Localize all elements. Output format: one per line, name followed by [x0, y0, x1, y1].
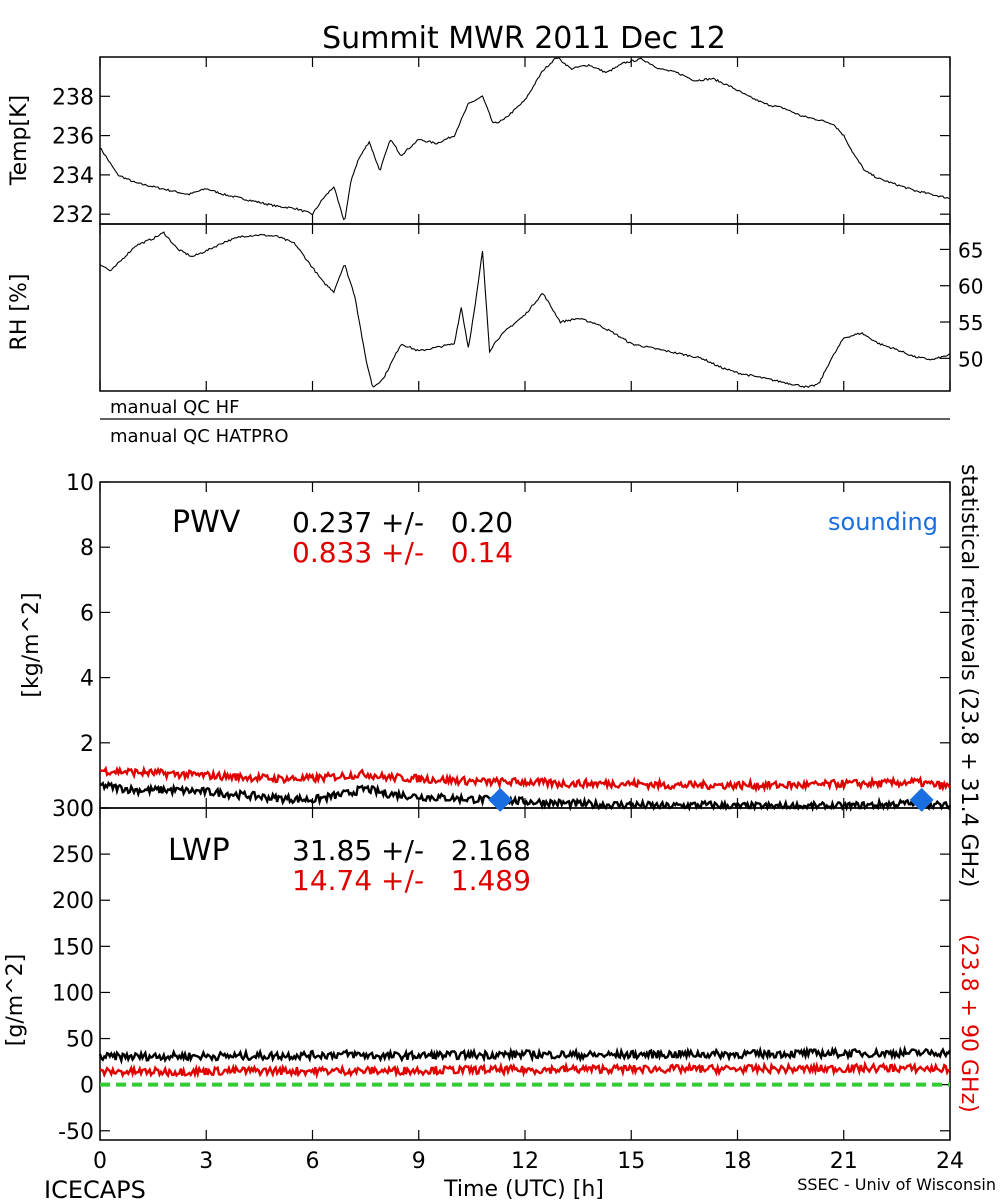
sounding-marker [909, 787, 934, 812]
y-tick-label: 60 [958, 275, 983, 299]
y-tick-label: 200 [52, 889, 94, 914]
red-series-line [99, 1060, 951, 1080]
right-label-black: statistical retrievals (23.8 + 31.4 GHz) [956, 464, 981, 887]
y-tick-label: 10 [66, 471, 94, 496]
temp-ylabel: Temp[K] [7, 95, 32, 186]
black-series-line [99, 780, 952, 813]
pwv-name: PWV [172, 505, 241, 540]
y-tick-label: 0 [80, 1074, 94, 1099]
qc-label-hf: manual QC HF [110, 397, 239, 418]
lwp-stat-black: 31.85 +/- 2.168 [292, 834, 531, 867]
chart-title: Summit MWR 2011 Dec 12 [322, 21, 726, 56]
y-tick-label: 50 [66, 1028, 94, 1053]
y-tick-label: 236 [52, 125, 94, 150]
x-tick-label: 9 [412, 1149, 426, 1174]
sounding-legend: sounding [828, 508, 938, 536]
lwp-ylabel: [g/m^2] [3, 954, 28, 1046]
red-series-line [99, 765, 952, 794]
rh-panel-frame [99, 223, 951, 392]
temp-panel-frame [99, 56, 951, 225]
y-tick-label: 0 [80, 797, 94, 822]
x-axis-label: Time (UTC) [h] [443, 1177, 604, 1200]
sounding-marker [488, 787, 513, 812]
x-tick-label: 6 [306, 1149, 320, 1174]
y-tick-label: 100 [52, 981, 94, 1006]
y-tick-label: 150 [52, 935, 94, 960]
x-tick-label: 3 [199, 1149, 213, 1174]
y-tick-label: 65 [958, 238, 983, 262]
x-tick-label: 15 [617, 1149, 645, 1174]
pwv-stat-black: 0.237 +/- 0.20 [292, 506, 513, 539]
rh-ylabel: RH [%] [7, 274, 32, 351]
x-tick-label: 24 [936, 1149, 964, 1174]
x-tick-label: 12 [511, 1149, 539, 1174]
pwv-ylabel: [kg/m^2] [19, 592, 44, 697]
axis-ticks: 232234236238505560650246810-500501001502… [52, 57, 983, 1174]
y-tick-label: 250 [52, 843, 94, 868]
y-tick-label: 2 [80, 732, 94, 757]
black-series-line [99, 231, 951, 389]
qc-label-hatpro: manual QC HATPRO [110, 426, 289, 447]
footer-left: ICECAPS [44, 1176, 146, 1200]
y-tick-label: 238 [52, 85, 94, 110]
pwv-stat-red: 0.833 +/- 0.14 [292, 536, 513, 569]
y-tick-label: 232 [52, 203, 94, 228]
right-label-red: (23.8 + 90 GHz) [956, 934, 981, 1113]
y-tick-label: 6 [80, 601, 94, 626]
x-tick-label: 21 [830, 1149, 858, 1174]
y-tick-label: 300 [52, 797, 94, 822]
black-series-line [99, 57, 951, 221]
black-series-line [98, 1044, 952, 1066]
x-tick-label: 18 [724, 1149, 752, 1174]
lwp-name: LWP [168, 833, 230, 868]
chart-series [98, 57, 952, 1087]
y-tick-label: 50 [958, 347, 983, 371]
y-tick-label: 55 [958, 311, 983, 335]
y-tick-label: 8 [80, 536, 94, 561]
y-tick-label: -50 [58, 1120, 94, 1145]
lwp-stat-red: 14.74 +/- 1.489 [292, 864, 531, 897]
footer-right: SSEC - Univ of Wisconsin [797, 1175, 996, 1194]
y-tick-label: 234 [52, 164, 94, 189]
x-tick-label: 0 [93, 1149, 107, 1174]
y-tick-label: 4 [80, 667, 94, 692]
